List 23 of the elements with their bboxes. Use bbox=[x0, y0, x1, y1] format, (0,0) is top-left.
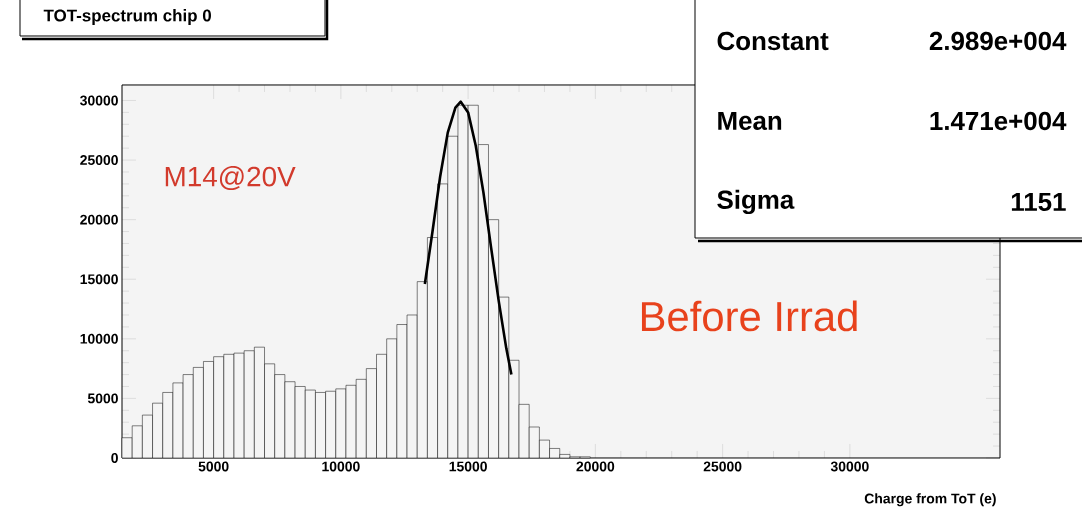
annotation: M14@20V bbox=[165, 165, 296, 191]
annotation: Mean bbox=[718, 111, 782, 131]
y-tick-label: 20000 bbox=[80, 214, 118, 225]
chart-title: TOT-spectrum chip 0 bbox=[43, 9, 211, 25]
y-tick-label: 25000 bbox=[80, 155, 118, 165]
x-tick-label: 25000 bbox=[703, 461, 742, 472]
annotation: Before Irrad bbox=[641, 300, 857, 332]
y-tick-label: 30000 bbox=[80, 95, 118, 106]
x-tick-label: 10000 bbox=[322, 461, 360, 472]
x-tick-label: 15000 bbox=[449, 461, 487, 472]
y-tick-label: 5000 bbox=[87, 393, 118, 404]
annotation: 1.471e+004 bbox=[930, 111, 1067, 131]
x-axis-title: Charge from ToT (e) bbox=[864, 493, 996, 507]
y-tick-label: 10000 bbox=[80, 333, 118, 344]
text: 1151 bbox=[1011, 192, 1066, 212]
text: 2.989e+004 bbox=[929, 31, 1067, 51]
y-tick-label: 15000 bbox=[80, 274, 118, 285]
text: Constant bbox=[717, 31, 829, 51]
x-tick-label: 30000 bbox=[830, 461, 869, 472]
y-tick-label: 0 bbox=[111, 453, 118, 463]
annotation: Sigma bbox=[717, 189, 795, 215]
x-tick-label: 5000 bbox=[198, 461, 229, 472]
x-tick-label: 20000 bbox=[576, 461, 615, 472]
